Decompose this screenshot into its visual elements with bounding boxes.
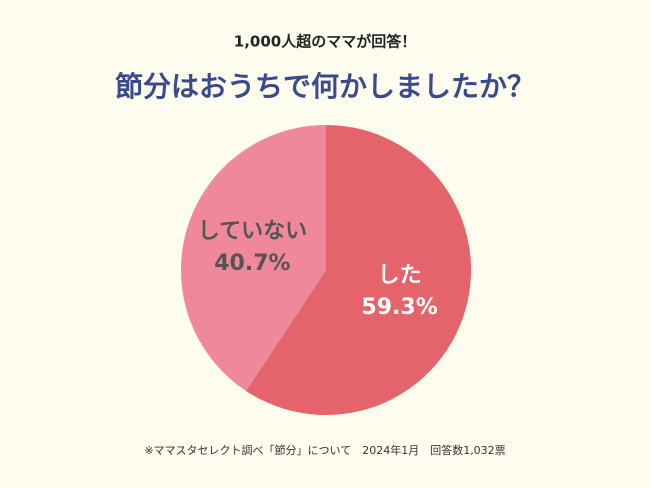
chart-subtitle: 1,000人超のママが回答！ (234, 33, 416, 51)
slice-label: していない (198, 219, 307, 244)
value-label: 40.7% (214, 251, 290, 276)
footnote: ※ママスタセレクト調べ「節分」について 2024年1月 回答数1,032票 (144, 443, 505, 457)
pie-slice (180, 125, 326, 391)
chart-title: 節分はおうちで何かしましたか？ (115, 70, 535, 103)
pie-slice (246, 125, 471, 415)
slice-label: した (378, 263, 422, 288)
value-label: 59.3% (361, 295, 437, 320)
